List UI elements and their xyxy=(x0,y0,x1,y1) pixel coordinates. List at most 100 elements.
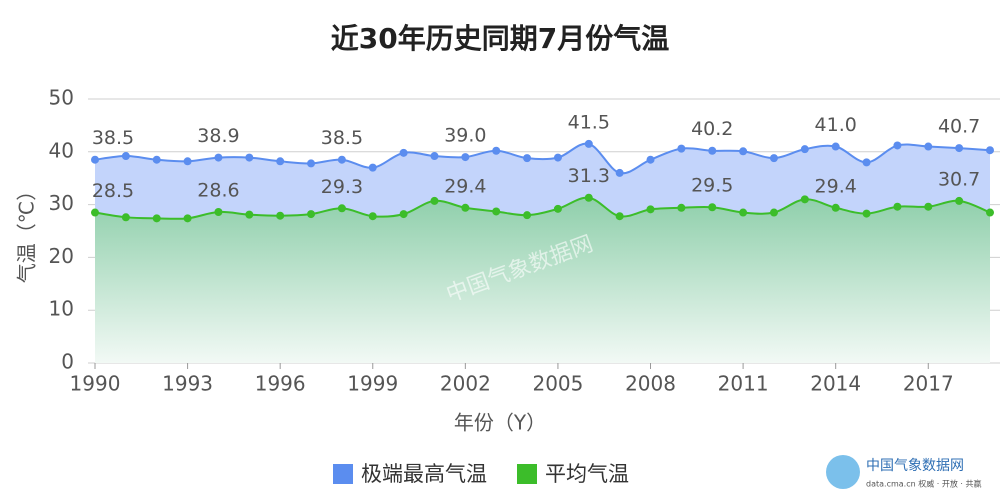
point xyxy=(646,155,655,164)
x-tick-label: 1996 xyxy=(255,372,306,396)
point xyxy=(152,214,161,223)
y-tick-label: 20 xyxy=(49,244,74,268)
point xyxy=(337,204,346,213)
data-label: 29.3 xyxy=(321,176,363,198)
x-tick-label: 2002 xyxy=(440,372,491,396)
point xyxy=(739,208,748,217)
point xyxy=(769,208,778,217)
point xyxy=(708,146,717,155)
logo-subtitle: data.cma.cn 权威 · 开放 · 共赢 xyxy=(866,479,981,489)
x-tick-label: 1993 xyxy=(162,372,213,396)
x-tick-label: 2008 xyxy=(625,372,676,396)
point xyxy=(862,209,871,218)
point xyxy=(214,153,223,162)
point xyxy=(399,210,408,219)
point xyxy=(986,146,994,155)
point xyxy=(831,142,840,151)
point xyxy=(492,146,501,155)
point xyxy=(183,157,192,166)
data-label: 28.6 xyxy=(197,179,239,201)
x-tick-label: 1990 xyxy=(70,372,121,396)
data-label: 40.7 xyxy=(938,116,980,138)
x-tick-label: 2011 xyxy=(718,372,769,396)
legend-label: 极端最高气温 xyxy=(361,462,487,486)
point xyxy=(307,159,316,168)
data-label: 29.4 xyxy=(444,175,486,197)
legend-swatch xyxy=(517,464,537,484)
point xyxy=(708,203,717,212)
point xyxy=(986,208,994,217)
point xyxy=(430,152,439,161)
data-label: 38.5 xyxy=(321,127,363,149)
area-fill xyxy=(95,197,990,363)
y-axis-label: 气温（℃） xyxy=(15,181,39,283)
y-tick-label: 50 xyxy=(49,86,74,110)
point xyxy=(769,154,778,163)
point xyxy=(523,211,532,220)
data-label: 39.0 xyxy=(444,125,486,147)
point xyxy=(677,203,686,212)
point xyxy=(276,211,285,220)
point xyxy=(584,139,593,148)
legend-label: 平均气温 xyxy=(545,462,629,486)
point xyxy=(739,147,748,156)
data-label: 29.4 xyxy=(815,175,857,197)
point xyxy=(276,157,285,166)
point xyxy=(615,168,624,177)
point xyxy=(924,202,933,211)
point xyxy=(368,163,377,172)
data-label: 41.5 xyxy=(568,111,610,133)
point xyxy=(245,210,254,219)
point xyxy=(924,142,933,151)
point xyxy=(862,158,871,167)
y-tick-label: 0 xyxy=(61,350,74,374)
x-tick-label: 2014 xyxy=(810,372,861,396)
y-tick-label: 40 xyxy=(49,138,74,162)
point xyxy=(523,154,532,163)
point xyxy=(152,155,161,164)
point xyxy=(121,152,130,161)
point xyxy=(831,203,840,212)
data-label: 38.5 xyxy=(92,127,134,149)
point xyxy=(214,207,223,216)
point xyxy=(91,208,99,217)
data-label: 29.5 xyxy=(691,175,733,197)
point xyxy=(800,145,809,154)
point xyxy=(399,148,408,157)
point xyxy=(492,207,501,216)
plot-area: 0 10 20 30 40 50 1990 1993 1996 1999 2002 2005 2008 2… xyxy=(49,86,1000,396)
point xyxy=(121,213,130,222)
point xyxy=(955,196,964,205)
y-tick-label: 30 xyxy=(49,191,74,215)
point xyxy=(430,196,439,205)
point xyxy=(307,210,316,219)
data-label: 41.0 xyxy=(815,114,857,136)
y-tick-label: 10 xyxy=(49,297,74,321)
x-tick-label: 2017 xyxy=(903,372,954,396)
point xyxy=(368,212,377,221)
x-tick-label: 2005 xyxy=(532,372,583,396)
point xyxy=(893,202,902,211)
data-label: 30.7 xyxy=(938,168,980,190)
point xyxy=(553,204,562,213)
point xyxy=(337,155,346,164)
point xyxy=(553,153,562,162)
point xyxy=(800,195,809,204)
legend-swatch xyxy=(333,464,353,484)
logo-title: 中国气象数据网 xyxy=(866,458,964,474)
point xyxy=(245,153,254,162)
x-axis-label: 年份（Y） xyxy=(454,411,546,435)
point xyxy=(615,212,624,221)
chart-title: 近30年历史同期7月份气温 xyxy=(331,22,669,55)
data-label: 40.2 xyxy=(691,118,733,140)
data-label: 38.9 xyxy=(197,125,239,147)
point xyxy=(893,141,902,150)
data-label: 28.5 xyxy=(92,180,134,202)
point xyxy=(955,144,964,153)
point xyxy=(461,203,470,212)
point xyxy=(677,144,686,153)
x-tick-label: 1999 xyxy=(347,372,398,396)
logo-icon xyxy=(826,455,860,489)
data-label: 31.3 xyxy=(568,165,610,187)
